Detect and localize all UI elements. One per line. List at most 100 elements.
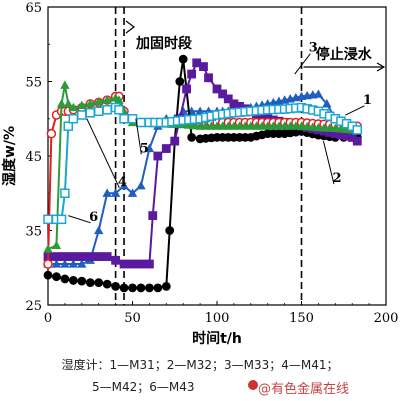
reinforce-arrow: [125, 20, 136, 34]
data-point: [189, 120, 200, 130]
series-label: 6: [89, 210, 98, 225]
series-label-leader: [322, 140, 335, 185]
data-point: [206, 121, 217, 130]
data-point: [127, 188, 138, 197]
y-tick-label: 45: [25, 150, 42, 165]
data-point: [43, 214, 53, 225]
data-point: [56, 99, 67, 108]
data-point: [43, 244, 53, 253]
data-point: [330, 123, 340, 133]
data-point: [111, 255, 120, 265]
series-label-leader: [135, 118, 142, 155]
data-point: [291, 121, 301, 130]
data-point: [63, 99, 73, 108]
watermark-text: @有色金属在线: [258, 382, 350, 397]
data-point: [85, 108, 95, 118]
data-point: [223, 94, 233, 104]
data-point: [43, 270, 53, 280]
data-point: [85, 99, 95, 108]
data-point: [187, 69, 197, 79]
data-point: [322, 99, 332, 108]
data-point: [63, 121, 74, 131]
data-point: [110, 188, 121, 197]
legend-caption-line-2: 5—M42；6—M43: [0, 378, 400, 395]
data-point: [136, 180, 146, 190]
data-point: [352, 136, 362, 146]
legend-caption-line-2-text: 5—M42；6—M43: [92, 380, 195, 394]
y-tick-label: 25: [25, 299, 42, 314]
data-point: [68, 276, 78, 285]
data-point: [128, 283, 137, 293]
y-tick-label: 65: [25, 1, 42, 16]
data-point: [114, 105, 124, 115]
data-point: [52, 252, 61, 261]
data-point: [313, 122, 324, 132]
series-label-leader: [86, 118, 120, 189]
data-point: [127, 114, 138, 124]
data-point: [111, 281, 120, 291]
data-point: [234, 121, 245, 130]
data-point: [52, 272, 61, 282]
data-point: [93, 106, 104, 117]
data-point: [302, 121, 312, 131]
data-point: [229, 121, 239, 130]
data-point: [223, 121, 233, 130]
data-point: [60, 80, 70, 89]
data-point: [279, 121, 290, 130]
data-point: [257, 121, 267, 130]
data-point: [296, 121, 307, 130]
data-point: [144, 283, 154, 293]
data-point: [77, 259, 87, 268]
data-point: [94, 225, 104, 235]
data-point: [204, 73, 213, 83]
series-label-leader: [294, 53, 311, 75]
annotation-stop: 停止浸水: [316, 46, 373, 63]
data-point: [136, 117, 146, 128]
series-label-leader: [68, 215, 91, 224]
data-point: [144, 259, 154, 269]
data-point: [94, 278, 104, 288]
data-point: [102, 105, 112, 115]
data-point: [94, 96, 104, 106]
data-point: [68, 252, 78, 261]
x-tick-label: 200: [374, 311, 399, 326]
data-point: [336, 124, 346, 133]
data-point: [119, 180, 129, 190]
data-point: [153, 151, 163, 161]
data-point: [60, 188, 70, 198]
data-point: [187, 132, 197, 142]
data-point: [170, 136, 180, 146]
series-label-leader: [345, 105, 365, 116]
data-point: [263, 121, 273, 130]
data-point: [85, 252, 95, 261]
data-point: [319, 123, 329, 132]
series-label: 2: [332, 171, 341, 186]
data-point: [68, 114, 79, 124]
y-tick-label: 55: [25, 76, 42, 91]
data-point: [251, 121, 262, 130]
x-tick-label: 100: [205, 311, 230, 326]
data-point: [165, 226, 175, 235]
data-point: [51, 259, 62, 268]
y-tick-label: 35: [25, 225, 42, 240]
data-point: [240, 121, 250, 130]
data-point: [136, 259, 146, 269]
data-point: [182, 84, 191, 94]
stop-arrow-head: [376, 62, 386, 72]
data-point: [201, 121, 211, 130]
data-point: [217, 121, 228, 130]
data-point: [268, 121, 279, 130]
x-axis-label: 时间t/h: [192, 330, 242, 347]
x-tick-label: 150: [289, 311, 314, 326]
y-axis-label: 湿度w/%: [1, 126, 18, 186]
data-point: [175, 77, 185, 86]
data-point: [46, 128, 57, 139]
data-point: [102, 188, 112, 197]
data-point: [51, 240, 62, 249]
data-point: [60, 259, 70, 268]
data-point: [285, 121, 295, 130]
data-point: [212, 84, 222, 94]
data-point: [68, 102, 79, 112]
data-point: [218, 89, 228, 99]
series-3: 3: [43, 41, 362, 269]
